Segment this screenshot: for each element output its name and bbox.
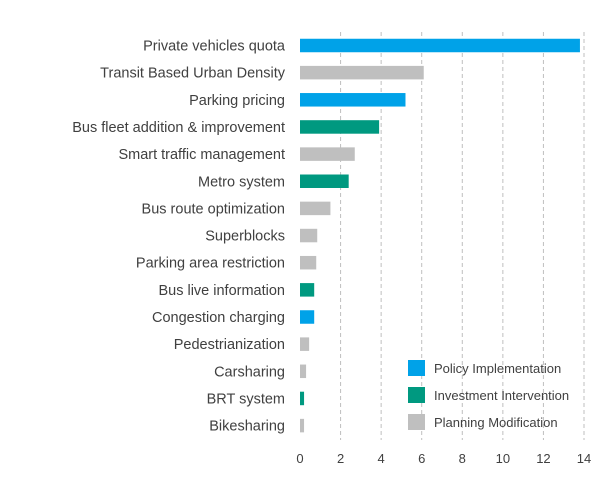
legend: Policy Implementation Investment Interven… — [408, 360, 569, 430]
category-label: Parking pricing — [189, 93, 285, 109]
legend-swatch — [408, 387, 425, 403]
category-label: Transit Based Urban Density — [100, 66, 286, 82]
bar — [300, 310, 315, 324]
category-label: Bus route optimization — [142, 201, 285, 217]
category-label: Pedestrianization — [174, 337, 285, 353]
category-label: Congestion charging — [152, 310, 285, 326]
category-label: Bikesharing — [209, 419, 285, 435]
category-label: Carsharing — [214, 364, 285, 380]
legend-swatch — [408, 414, 425, 430]
legend-label: Investment Intervention — [434, 388, 569, 403]
x-tick-label: 2 — [337, 451, 344, 466]
x-tick-label: 4 — [378, 451, 385, 466]
bar — [300, 283, 315, 297]
legend-swatch — [408, 360, 425, 376]
x-tick-label: 0 — [296, 451, 303, 466]
x-tick-label: 6 — [418, 451, 425, 466]
bar — [300, 228, 318, 243]
bar — [300, 65, 424, 80]
bar — [300, 364, 307, 379]
category-label: Bus fleet addition & improvement — [72, 120, 285, 136]
legend-label: Policy Implementation — [434, 361, 561, 376]
x-axis-tick-labels: 0 2 4 6 8 10 12 14 — [296, 451, 591, 466]
bar — [300, 120, 380, 134]
category-label: Metro system — [198, 174, 285, 190]
category-labels: Private vehicles quota Transit Based Urba… — [72, 39, 286, 435]
bar — [300, 174, 349, 188]
bar — [300, 201, 331, 216]
x-tick-label: 12 — [536, 451, 550, 466]
category-label: Bus live information — [158, 283, 285, 299]
bar — [300, 38, 580, 53]
category-label: Private vehicles quota — [143, 39, 286, 55]
category-label: Superblocks — [205, 229, 285, 245]
bar — [300, 255, 317, 270]
bar — [300, 418, 305, 433]
category-label: BRT system — [207, 391, 285, 407]
bars — [300, 38, 580, 433]
legend-label: Planning Modification — [434, 415, 558, 430]
x-tick-label: 8 — [459, 451, 466, 466]
category-label: Smart traffic management — [118, 147, 285, 163]
bar — [300, 93, 406, 107]
x-tick-label: 10 — [496, 451, 510, 466]
bar — [300, 147, 355, 161]
category-label: Parking area restriction — [136, 256, 285, 272]
x-tick-label: 14 — [577, 451, 591, 466]
bar — [300, 391, 305, 406]
bar — [300, 337, 310, 351]
